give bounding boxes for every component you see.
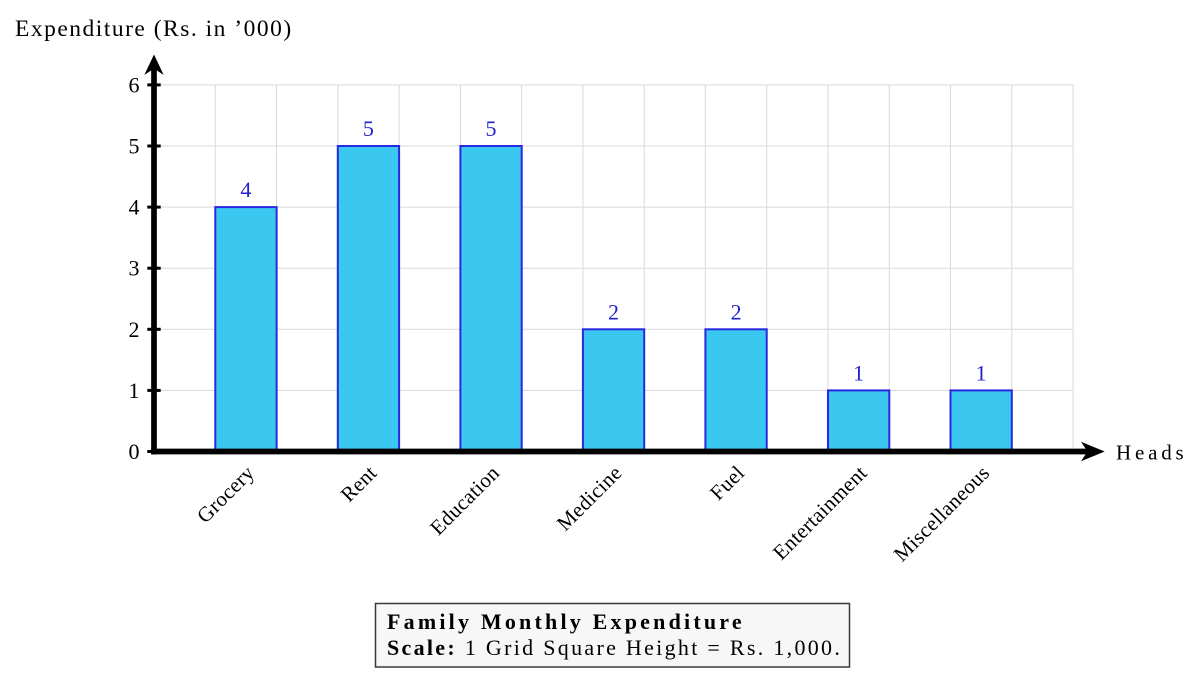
svg-text:2: 2: [608, 299, 619, 324]
svg-text:Rent: Rent: [336, 461, 382, 507]
svg-text:Family Monthly Expenditure: Family Monthly Expenditure: [387, 609, 745, 634]
svg-text:4: 4: [240, 177, 251, 202]
svg-text:2: 2: [129, 317, 140, 342]
svg-text:Grocery: Grocery: [192, 461, 259, 528]
svg-text:Miscellaneous: Miscellaneous: [889, 461, 995, 567]
svg-text:5: 5: [486, 116, 497, 141]
svg-text:Entertainment: Entertainment: [768, 461, 872, 565]
svg-text:1: 1: [129, 378, 140, 403]
svg-text:0: 0: [129, 439, 140, 464]
svg-text:Fuel: Fuel: [705, 461, 749, 505]
svg-text:5: 5: [129, 134, 140, 159]
svg-text:Medicine: Medicine: [552, 461, 627, 536]
svg-text:4: 4: [129, 195, 140, 220]
svg-text:5: 5: [363, 116, 374, 141]
svg-text:1: 1: [976, 360, 987, 385]
svg-text:Scale: 1 Grid Square Height =: Scale: 1 Grid Square Height = Rs. 1,000.: [387, 635, 842, 660]
svg-text:Heads: Heads: [1116, 441, 1187, 465]
svg-text:Expenditure (Rs. in ’000): Expenditure (Rs. in ’000): [15, 16, 293, 42]
svg-text:1: 1: [853, 360, 864, 385]
svg-text:3: 3: [129, 256, 140, 281]
svg-text:6: 6: [129, 72, 140, 97]
svg-text:2: 2: [731, 299, 742, 324]
svg-text:Education: Education: [425, 461, 504, 540]
